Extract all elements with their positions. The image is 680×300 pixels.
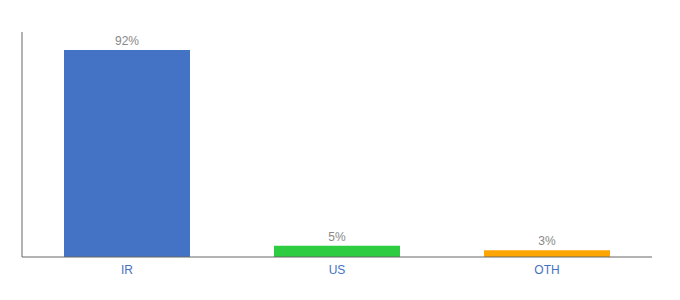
- svg-text:92%: 92%: [115, 34, 139, 48]
- svg-text:OTH: OTH: [534, 263, 559, 277]
- svg-text:5%: 5%: [328, 230, 346, 244]
- svg-text:IR: IR: [121, 263, 133, 277]
- svg-text:US: US: [329, 263, 346, 277]
- svg-text:3%: 3%: [538, 234, 556, 248]
